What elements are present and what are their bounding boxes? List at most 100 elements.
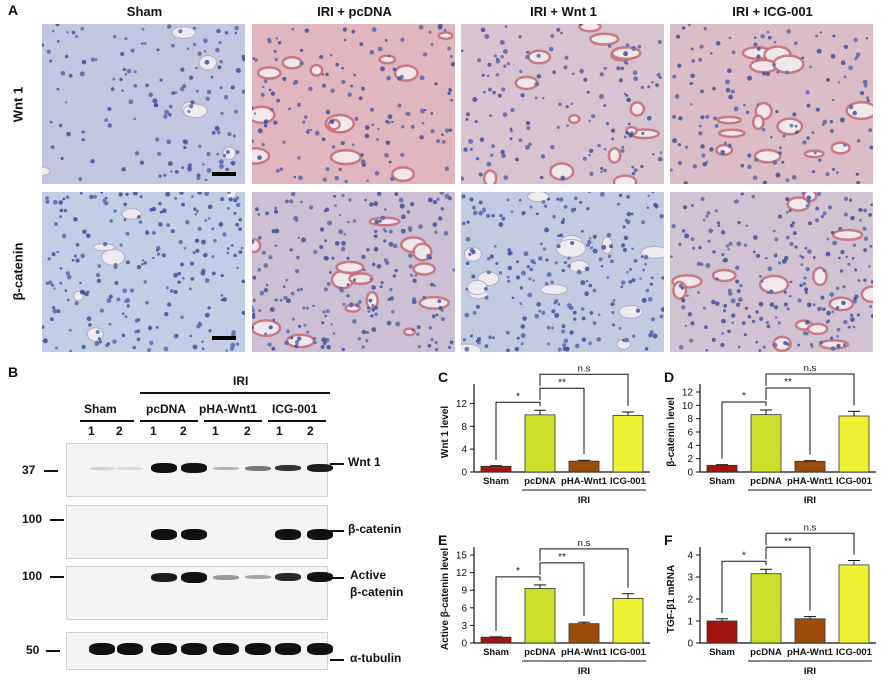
column-title-iri-pcdna: IRI + pcDNA	[317, 4, 392, 19]
blot-label-active-line2: β-catenin	[350, 585, 404, 599]
sig-bracket-pcdna-icg	[765, 373, 855, 406]
iri-label: IRI	[233, 374, 249, 388]
blot-band	[245, 575, 271, 579]
lane-number: 1	[276, 424, 283, 438]
marker-tick-37	[44, 470, 58, 472]
blot-band	[181, 528, 207, 540]
y-tick-label: 0	[461, 468, 467, 479]
y-tick-label: 12	[456, 568, 468, 579]
blot-active-beta-catenin	[66, 566, 333, 620]
sig-label-star: *	[742, 391, 746, 402]
category-label: pcDNA	[524, 647, 556, 658]
y-tick-label: 9	[461, 586, 467, 597]
y-tick-label: 8	[461, 422, 467, 433]
sig-label-ns: n.s	[804, 363, 817, 374]
blot-pointer-wnt1	[330, 463, 344, 465]
blot-band	[151, 528, 177, 540]
blot-band	[213, 574, 239, 580]
y-tick-label: 4	[687, 441, 693, 452]
column-title-sham: Sham	[126, 4, 163, 19]
marker-37: 37	[22, 463, 36, 477]
category-label: pcDNA	[524, 476, 556, 487]
y-axis-label: TGF-β1 mRNA	[666, 565, 677, 633]
y-axis-label: β-catenin level	[666, 397, 677, 467]
group-sham: Sham	[84, 402, 117, 416]
blot-band	[213, 466, 239, 470]
blot-band	[151, 463, 177, 473]
micrograph-wnt1-wnt1	[461, 24, 664, 184]
bar-sham	[480, 465, 512, 473]
sig-bracket-pcdna-wnt1	[539, 562, 585, 617]
group-underline-sham	[80, 420, 134, 422]
blot-band	[307, 464, 333, 472]
blot-pointer-beta-catenin	[330, 530, 344, 532]
sig-label-star: *	[516, 391, 520, 402]
sig-bracket-pcdna-icg	[539, 373, 629, 406]
category-label: pHA-Wnt1	[787, 647, 834, 658]
category-label: ICG-001	[836, 647, 873, 658]
sig-label-double-star: **	[558, 552, 566, 563]
y-tick-label: 0	[461, 639, 467, 650]
iri-group-label: IRI	[578, 666, 590, 677]
group-underline-pcdna	[140, 420, 198, 422]
micrograph-sham-wnt1	[42, 24, 245, 184]
bar-pha-wnt1	[794, 618, 826, 644]
blot-label-alpha-tubulin: α-tubulin	[350, 651, 402, 665]
y-tick-label: 12	[456, 399, 468, 410]
sig-bracket-pcdna-wnt1	[765, 387, 811, 455]
bar-sham	[480, 636, 512, 644]
category-label: ICG-001	[610, 647, 647, 658]
sig-label-star: *	[742, 550, 746, 561]
lane-number: 2	[116, 424, 123, 438]
panel-label: F	[664, 532, 673, 548]
sig-label-double-star: **	[784, 377, 792, 388]
blot-pointer-active-beta-catenin	[330, 577, 344, 579]
marker-100-b: 100	[22, 569, 43, 583]
bar-icg-001	[612, 415, 644, 473]
group-pcdna: pcDNA	[146, 402, 187, 416]
panel-label: D	[664, 369, 674, 385]
blot-band	[117, 466, 143, 470]
micrograph-pcdna-bcat	[252, 192, 455, 352]
scale-bar	[212, 336, 236, 340]
lane-number: 1	[212, 424, 219, 438]
blot-band	[307, 528, 333, 540]
blot-label-beta-catenin: β-catenin	[348, 522, 402, 536]
lane-number: 1	[150, 424, 157, 438]
y-tick-label: 6	[687, 428, 693, 439]
micrograph-icg-wnt1	[670, 24, 873, 184]
y-tick-label: 6	[461, 603, 467, 614]
lane-number: 2	[180, 424, 187, 438]
lane-number: 2	[307, 424, 314, 438]
sig-bracket-sham-pcdna	[495, 576, 541, 631]
y-tick-label: 0	[687, 639, 693, 650]
bar-icg-001	[838, 564, 870, 644]
group-icg001: ICG-001	[272, 402, 318, 416]
y-tick-label: 0	[687, 468, 693, 479]
blot-band	[275, 465, 301, 471]
group-underline-pha-wnt1	[204, 420, 262, 422]
marker-tick-100-a	[50, 519, 64, 521]
blot-band	[245, 465, 271, 471]
blot-band	[275, 573, 301, 581]
bar-icg-001	[838, 415, 870, 473]
blot-band	[181, 463, 207, 473]
category-label: Sham	[483, 476, 509, 487]
sig-label-double-star: **	[558, 377, 566, 388]
panel-label: C	[438, 369, 448, 385]
chart-panel-d: D 0 2 4 6 8 10 12 β-catenin level Sham pcDNA pHA-Wn…	[664, 363, 876, 506]
sig-bracket-pcdna-icg	[765, 532, 855, 555]
y-tick-label: 2	[687, 595, 693, 606]
category-label: pHA-Wnt1	[561, 476, 608, 487]
micrograph-wnt1-bcat	[461, 192, 664, 352]
sig-label-double-star: **	[784, 536, 792, 547]
bar-sham	[706, 464, 738, 473]
blot-band	[307, 572, 333, 582]
category-label: Sham	[483, 647, 509, 658]
category-label: pcDNA	[750, 476, 782, 487]
marker-tick-50	[46, 650, 60, 652]
sig-bracket-pcdna-icg	[539, 548, 629, 588]
sig-label-ns: n.s	[804, 525, 817, 533]
blot-band	[275, 643, 301, 655]
y-tick-label: 12	[682, 388, 694, 399]
